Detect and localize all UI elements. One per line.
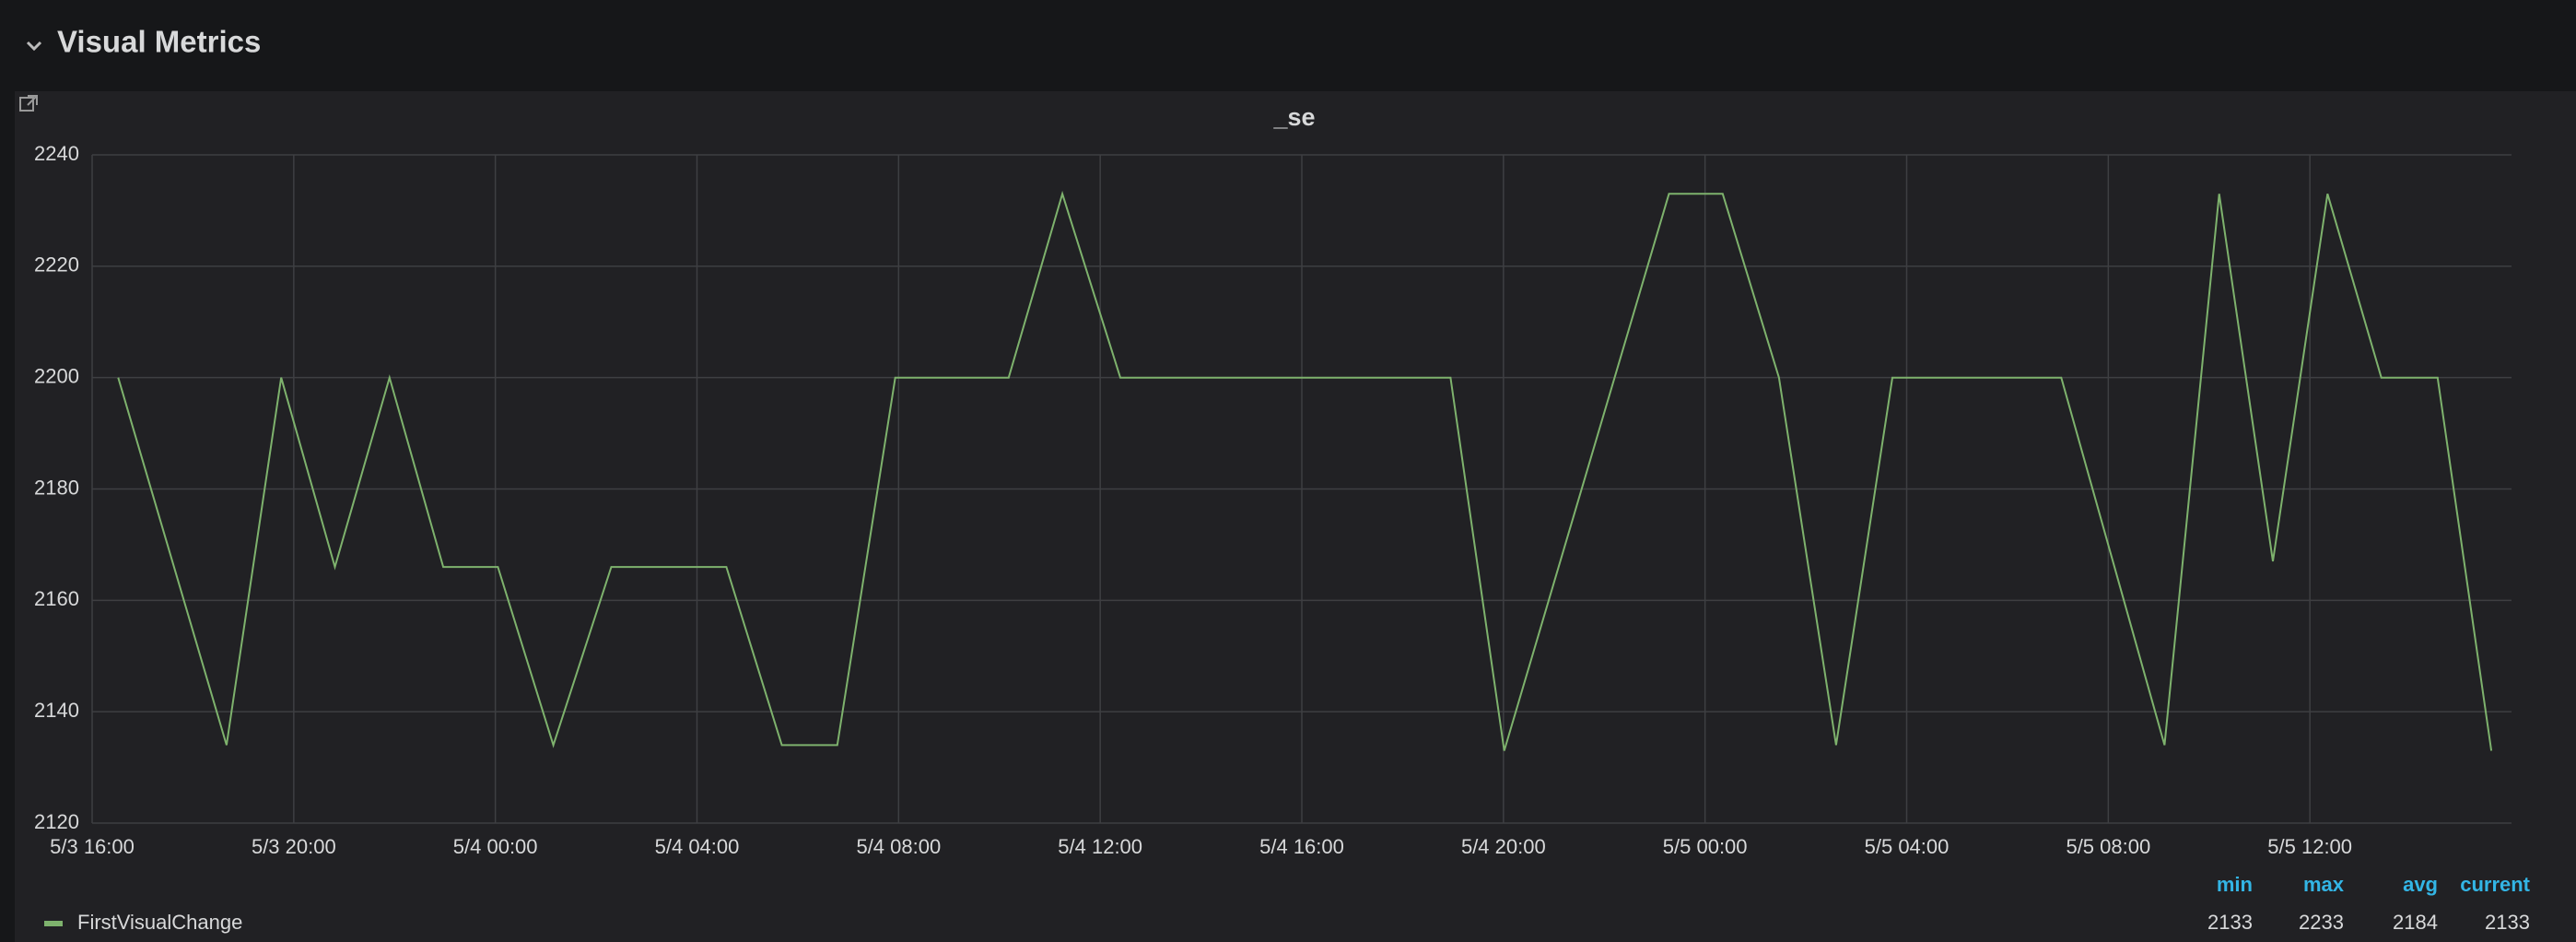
legend-stat-value: 2184 [2393,911,2438,934]
collapse-chevron[interactable] [26,41,42,52]
legend-stat-value: 2233 [2299,911,2344,934]
y-tick-label: 2180 [34,476,79,499]
x-tick-label: 5/5 08:00 [2066,835,2150,858]
x-tick-label: 5/3 20:00 [252,835,336,858]
y-tick-label: 2240 [34,142,79,165]
x-tick-label: 5/4 00:00 [453,835,538,858]
legend-stat-header: current [2460,873,2530,896]
row-title[interactable]: Visual Metrics [57,25,261,59]
x-tick-label: 5/5 04:00 [1865,835,1950,858]
x-tick-label: 5/4 08:00 [856,835,941,858]
y-tick-label: 2220 [34,253,79,277]
legend-swatch [44,921,63,926]
x-tick-label: 5/4 04:00 [655,835,740,858]
x-tick-label: 5/4 12:00 [1058,835,1142,858]
panel-link-icon[interactable] [19,95,38,112]
y-tick-label: 2120 [34,810,79,833]
x-tick-label: 5/5 00:00 [1663,835,1748,858]
y-tick-label: 2160 [34,587,79,610]
y-tick-label: 2140 [34,699,79,722]
row-header [0,0,2576,90]
series-line [117,190,2493,751]
legend-stat-header: max [2303,873,2345,896]
legend-stat-header: min [2217,873,2253,896]
legend-stat-header: avg [2403,873,2438,896]
panel-title[interactable]: _se [1272,103,1315,131]
x-tick-label: 5/4 20:00 [1461,835,1546,858]
x-tick-label: 5/3 16:00 [50,835,135,858]
y-tick-label: 2200 [34,364,79,387]
legend-label[interactable]: FirstVisualChange [77,911,242,934]
x-tick-label: 5/4 16:00 [1259,835,1344,858]
legend-stat-value: 2133 [2485,911,2530,934]
x-tick-label: 5/5 12:00 [2267,835,2352,858]
panel [15,91,2576,942]
legend-stat-value: 2133 [2207,911,2253,934]
